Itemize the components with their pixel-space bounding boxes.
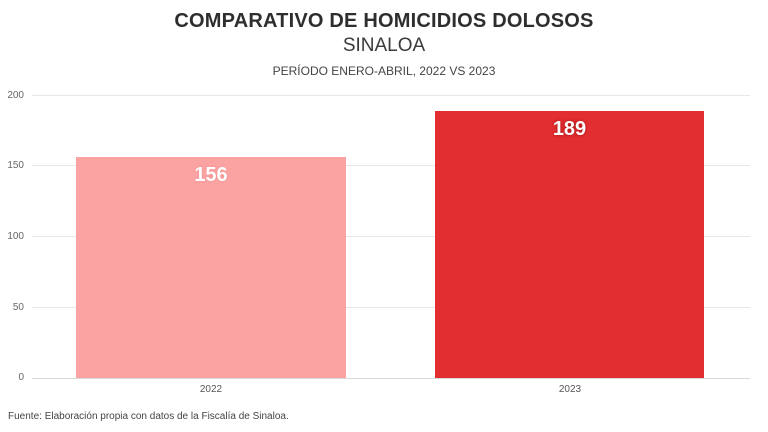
y-tick-100: 100 — [7, 231, 24, 242]
chart-period: PERÍODO ENERO-ABRIL, 2022 VS 2023 — [272, 64, 496, 78]
y-tick-50: 50 — [12, 302, 24, 313]
plot-area: 156 189 — [32, 95, 750, 379]
gridline-200 — [32, 95, 750, 96]
x-tick-2022: 2022 — [199, 384, 223, 395]
gridline-0 — [32, 378, 750, 379]
bar-2022[interactable]: 156 — [76, 157, 346, 378]
y-tick-0: 0 — [18, 372, 24, 383]
gridline-100 — [32, 236, 750, 237]
x-tick-2023: 2023 — [558, 384, 582, 395]
bar-value-label-2023: 189 — [552, 118, 587, 140]
bar-2023[interactable]: 189 — [435, 111, 704, 378]
source-note: Fuente: Elaboración propia con datos de … — [8, 411, 289, 422]
y-tick-150: 150 — [7, 160, 24, 171]
bar-value-label-2022: 156 — [194, 164, 228, 186]
gridline-50 — [32, 307, 750, 308]
chart-subtitle: SINALOA — [342, 35, 426, 56]
chart-title: COMPARATIVO DE HOMICIDIOS DOLOSOS — [174, 10, 594, 32]
gridline-150 — [32, 165, 750, 166]
y-tick-200: 200 — [7, 90, 24, 101]
